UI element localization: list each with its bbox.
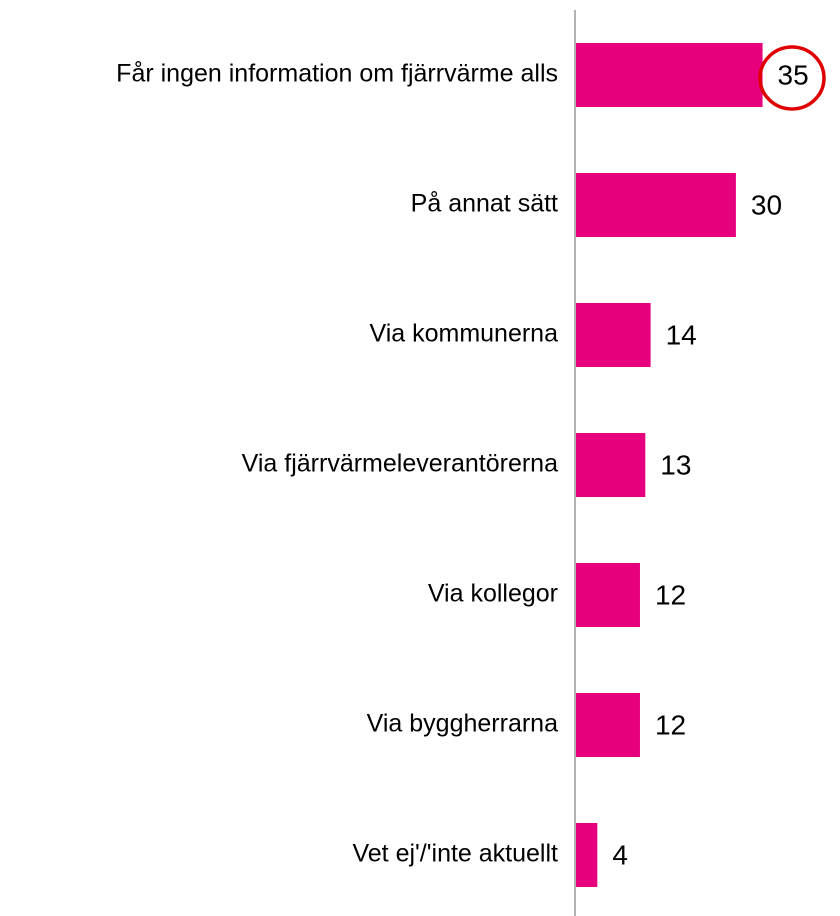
category-label: Via byggherrarna [367,710,558,738]
category-label: Vet ej'/'inte aktuellt [352,840,558,868]
value-label: 12 [655,709,686,740]
value-label: 12 [655,579,686,610]
value-label: 35 [778,59,809,90]
category-label: Via kollegor [428,580,558,608]
bar [576,433,646,497]
bar [576,563,640,627]
category-label: På annat sätt [411,190,558,218]
bar [576,823,598,887]
category-label: Via kommunerna [369,320,558,348]
value-label: 13 [660,449,691,480]
highlight-circle [758,45,826,111]
value-label: 4 [612,839,628,870]
bar [576,173,736,237]
category-label: Får ingen information om fjärrvärme alls [116,60,558,88]
value-label: 30 [751,189,782,220]
bars: Får ingen information om fjärrvärme alls… [116,43,809,887]
value-label: 14 [666,319,697,350]
bar [576,693,640,757]
bar [576,303,651,367]
bar [576,43,763,107]
category-label: Via fjärrvärmeleverantörerna [242,450,558,478]
